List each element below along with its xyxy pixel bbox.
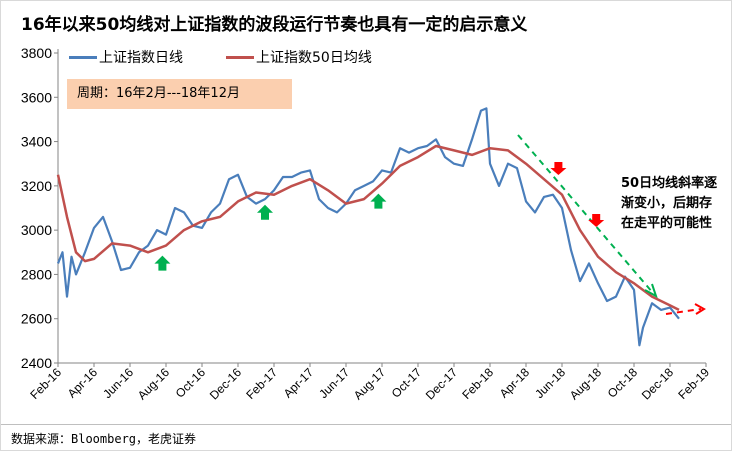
x-tick-label: Jun-18 [532,365,568,401]
y-tick-label: 3000 [21,222,52,238]
legend-swatch-ma50 [226,55,254,59]
x-tick-label: Feb-19 [675,365,712,402]
projection-arrowhead-icon [694,303,706,315]
x-tick-label: Dec-16 [207,365,244,402]
x-tick-label: Dec-17 [423,365,460,402]
up-arrow-icon [154,255,171,271]
y-tick-label: 3800 [21,45,52,61]
y-tick-label: 3200 [21,178,52,194]
x-tick-label: Dec-18 [639,365,676,402]
footer-divider [1,424,731,425]
x-tick-label: Apr-18 [497,365,533,401]
legend-item-ma50: 上证指数50日均线 [226,47,372,67]
downtrend-dashed-line [517,134,654,294]
series-line-daily [56,107,680,347]
x-tick-label: Apr-16 [65,365,101,401]
y-tick-label: 2800 [21,266,52,282]
x-tick-label: Feb-17 [243,365,280,402]
legend-swatch-daily [69,55,97,59]
y-tick-label: 3400 [21,134,52,150]
downtrend-arrowhead-icon [644,283,658,299]
x-tick-label: Aug-18 [567,365,604,402]
x-tick-label: Jun-16 [100,365,136,401]
x-tick-label: Aug-17 [351,365,388,402]
x-tick-label: Feb-18 [459,365,496,402]
slope-note-annotation: 50日均线斜率逐渐变小，后期存在走平的可能性 [621,176,718,231]
y-tick-label: 3600 [21,89,52,105]
legend-item-daily: 上证指数日线 [69,47,183,67]
x-tick-label: Oct-18 [605,365,641,401]
down-arrow-icon [588,214,605,227]
x-tick-label: Apr-17 [281,365,317,401]
series-line-ma50 [56,144,680,312]
x-tick-label: Jun-17 [316,365,352,401]
source-note: 数据来源：Bloomberg，老虎证券 [11,432,197,446]
x-tick-label: Oct-16 [173,365,209,401]
y-tick-label: 2400 [21,355,52,371]
x-tick-label: Aug-16 [135,365,172,402]
down-arrow-icon [550,162,567,175]
chart-title: 16年以来50均线对上证指数的波段运行节奏也具有一定的启示意义 [21,15,528,35]
period-annotation: 周期：16年2月---18年12月 [67,79,292,109]
up-arrow-icon [370,193,387,209]
up-arrow-icon [257,204,273,220]
projection-dashed-line [665,308,702,315]
legend-label-daily: 上证指数日线 [99,50,183,66]
legend-label-ma50: 上证指数50日均线 [256,50,372,66]
y-tick-label: 2600 [21,311,52,327]
x-tick-label: Oct-17 [389,365,425,401]
